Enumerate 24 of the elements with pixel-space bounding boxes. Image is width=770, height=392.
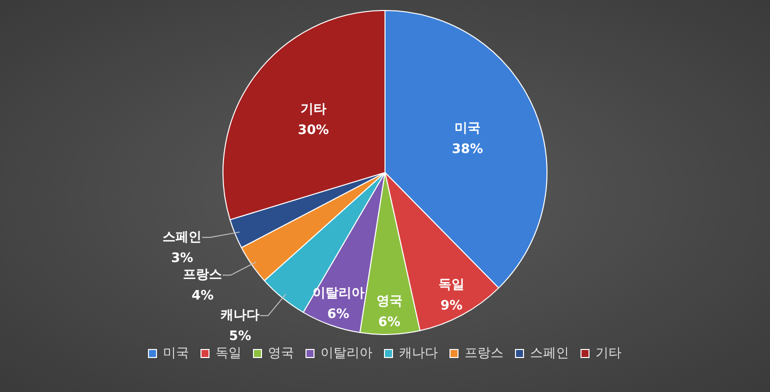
slice-label: 프랑스: [183, 268, 222, 283]
data-label: 3%: [171, 250, 194, 266]
legend-label: 기타: [596, 346, 622, 361]
slice-label: 미국: [454, 121, 480, 136]
legend-label: 캐나다: [399, 346, 438, 361]
legend-label: 프랑스: [464, 346, 504, 361]
legend-label: 스페인: [530, 346, 569, 361]
data-label: 9%: [440, 298, 463, 314]
data-label: 38%: [452, 142, 484, 158]
legend-label: 미국: [163, 346, 189, 361]
legend-label: 이탈리아: [320, 346, 372, 361]
legend-label: 독일: [216, 346, 242, 361]
data-label: 4%: [192, 288, 214, 304]
slice-label: 기타: [300, 102, 326, 117]
data-label: 5%: [229, 329, 252, 344]
slice-label: 스페인: [162, 230, 202, 245]
data-label: 6%: [378, 315, 400, 330]
data-label: 30%: [298, 122, 329, 138]
slice-label: 독일: [438, 277, 465, 292]
slice-label: 캐나다: [220, 308, 260, 324]
legend-label: 영국: [268, 346, 294, 361]
slice-label: 영국: [376, 294, 402, 310]
data-label: 6%: [327, 307, 350, 322]
slice-label: 이탈리아: [312, 286, 364, 302]
